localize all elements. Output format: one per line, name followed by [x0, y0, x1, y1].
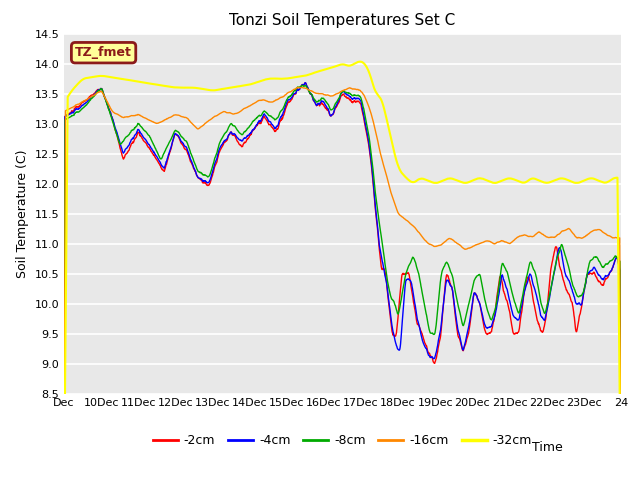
Y-axis label: Soil Temperature (C): Soil Temperature (C): [16, 149, 29, 278]
Text: TZ_fmet: TZ_fmet: [75, 46, 132, 59]
Text: Time: Time: [532, 441, 563, 454]
Legend: -2cm, -4cm, -8cm, -16cm, -32cm: -2cm, -4cm, -8cm, -16cm, -32cm: [148, 429, 537, 452]
Title: Tonzi Soil Temperatures Set C: Tonzi Soil Temperatures Set C: [229, 13, 456, 28]
